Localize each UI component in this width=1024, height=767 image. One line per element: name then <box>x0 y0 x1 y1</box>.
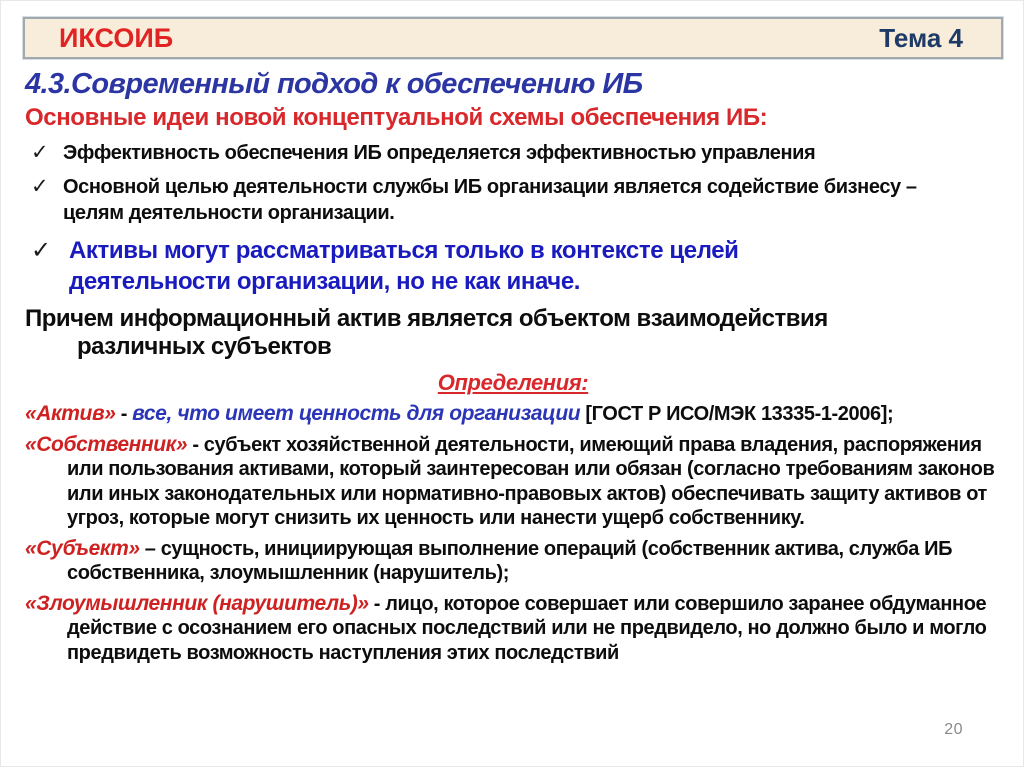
checklist-item-2: ✓ Основной целью деятельности службы ИБ … <box>25 174 945 226</box>
definition-dash: - <box>187 433 204 456</box>
definition-body: сущность, инициирующая выполнение операц… <box>67 537 953 585</box>
definition-subekt: «Субъект» – сущность, инициирующая выпол… <box>25 537 1001 586</box>
definition-dash: - <box>368 592 386 615</box>
checklist-item-3: ✓ Активы могут рассматриваться только в … <box>25 235 905 297</box>
topic-label: Тема 4 <box>879 22 963 53</box>
section-heading: Основные идеи новой концептуальной схемы… <box>25 104 768 131</box>
checkmark-icon: ✓ <box>31 237 51 264</box>
slide-content: 4.3.Современный подход к обеспечению ИБ … <box>25 61 1001 665</box>
brand-label: ИКСОИБ <box>59 22 174 53</box>
checkmark-icon: ✓ <box>31 175 49 198</box>
note-paragraph: Причем информационный актив является объ… <box>25 305 828 360</box>
definition-dash: – <box>139 537 161 560</box>
slide-title: 4.3.Современный подход к обеспечению ИБ <box>25 68 643 100</box>
checklist-item-1: ✓ Эффективность обеспечения ИБ определяе… <box>25 140 945 166</box>
definition-dash: - <box>115 403 133 425</box>
page-number: 20 <box>944 721 963 738</box>
definition-source: [ГОСТ Р ИСО/МЭК 13335-1-2006]; <box>580 403 894 425</box>
definition-body: субъект хозяйственной деятельности, имею… <box>67 433 995 530</box>
definition-body: лицо, которое совершает или совершило за… <box>67 592 987 664</box>
definitions-heading: Определения: <box>437 370 589 395</box>
definition-term: «Собственник» <box>25 432 188 456</box>
definition-zloumyshlennik: «Злоумышленник (нарушитель)» - лицо, кот… <box>25 592 1001 666</box>
definition-aktiv: «Актив» - все, что имеет ценность для ор… <box>25 402 1001 427</box>
header-bar: ИКСОИБ Тема 4 <box>22 16 1004 60</box>
checklist-item-1-text: Эффективность обеспечения ИБ определяетс… <box>63 142 816 164</box>
definition-sobstvennik: «Собственник» - субъект хозяйственной де… <box>25 433 1001 531</box>
checklist-item-2-text: Основной целью деятельности службы ИБ ор… <box>63 176 917 224</box>
definition-term: «Актив» <box>25 402 116 425</box>
checkmark-icon: ✓ <box>31 141 49 164</box>
checklist-item-3-text: Активы могут рассматриваться только в ко… <box>69 237 739 295</box>
definition-term: «Субъект» <box>25 536 140 560</box>
definition-value: все, что имеет ценность для организации <box>132 402 581 425</box>
definition-term: «Злоумышленник (нарушитель)» <box>25 591 369 615</box>
